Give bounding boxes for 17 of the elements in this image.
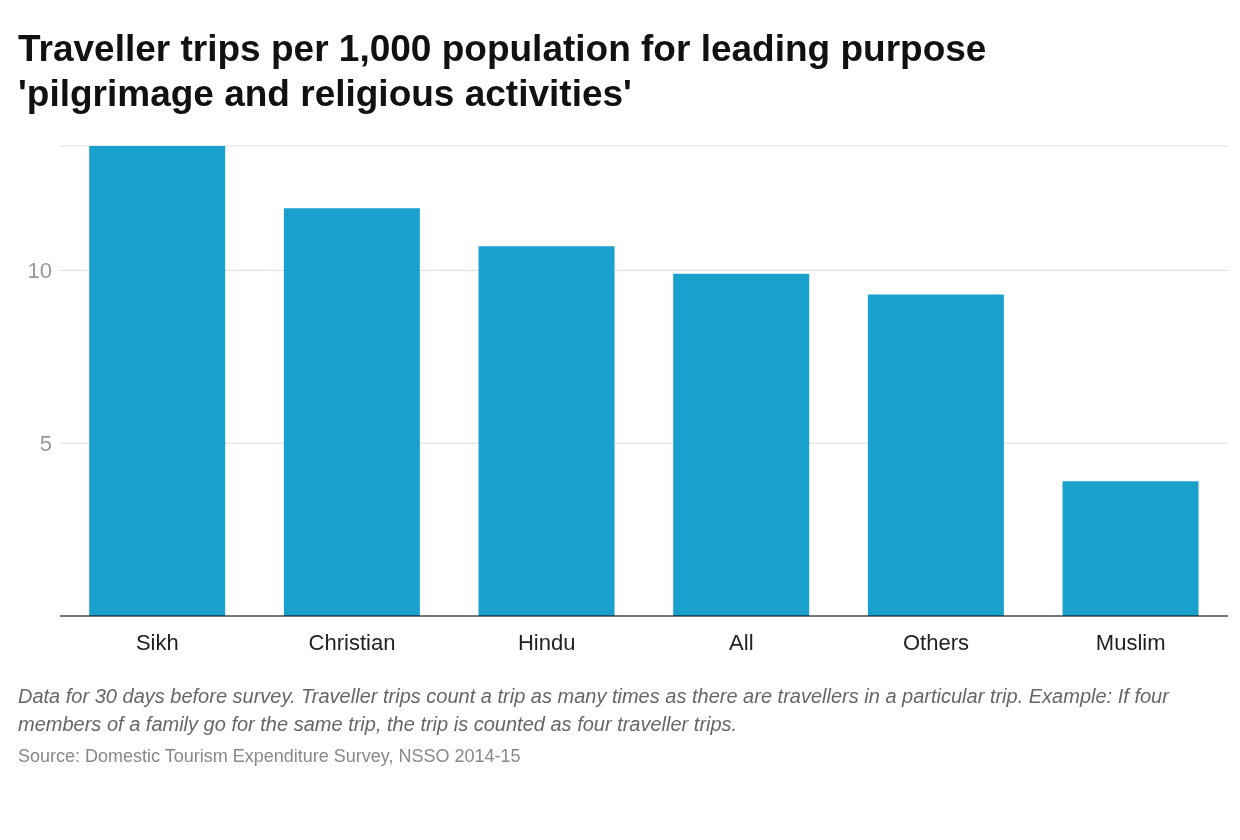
y-tick-label: 10 <box>27 258 52 284</box>
x-tick-label: Others <box>902 629 970 655</box>
chart-title: Traveller trips per 1,000 population for leading purpose 'pilgrimage and religious activities' <box>17 27 988 117</box>
x-tick-label: All <box>729 629 754 655</box>
x-tick-label: Christian <box>308 629 396 655</box>
source-note: Source: Domestic Tourism Expenditure Survey, NSSO 2014-15 <box>17 745 522 769</box>
y-tick-label: 5 <box>39 431 52 457</box>
x-tick-label: Muslim <box>1095 629 1166 655</box>
bar <box>89 146 226 617</box>
text: Data for 30 days before survey. Traveller trips count a trip as many times as there are travellers in a particular trip. Example: If four members of a family go for the same trip, the trip is counted as four traveller trips. <box>17 684 1171 738</box>
bar <box>867 294 1004 617</box>
x-tick-label: Hindu <box>517 629 576 655</box>
x-tick-label: Sikh <box>135 629 179 655</box>
bar <box>478 246 615 617</box>
bar <box>283 208 420 617</box>
bar <box>673 274 810 617</box>
bar <box>1062 481 1199 617</box>
